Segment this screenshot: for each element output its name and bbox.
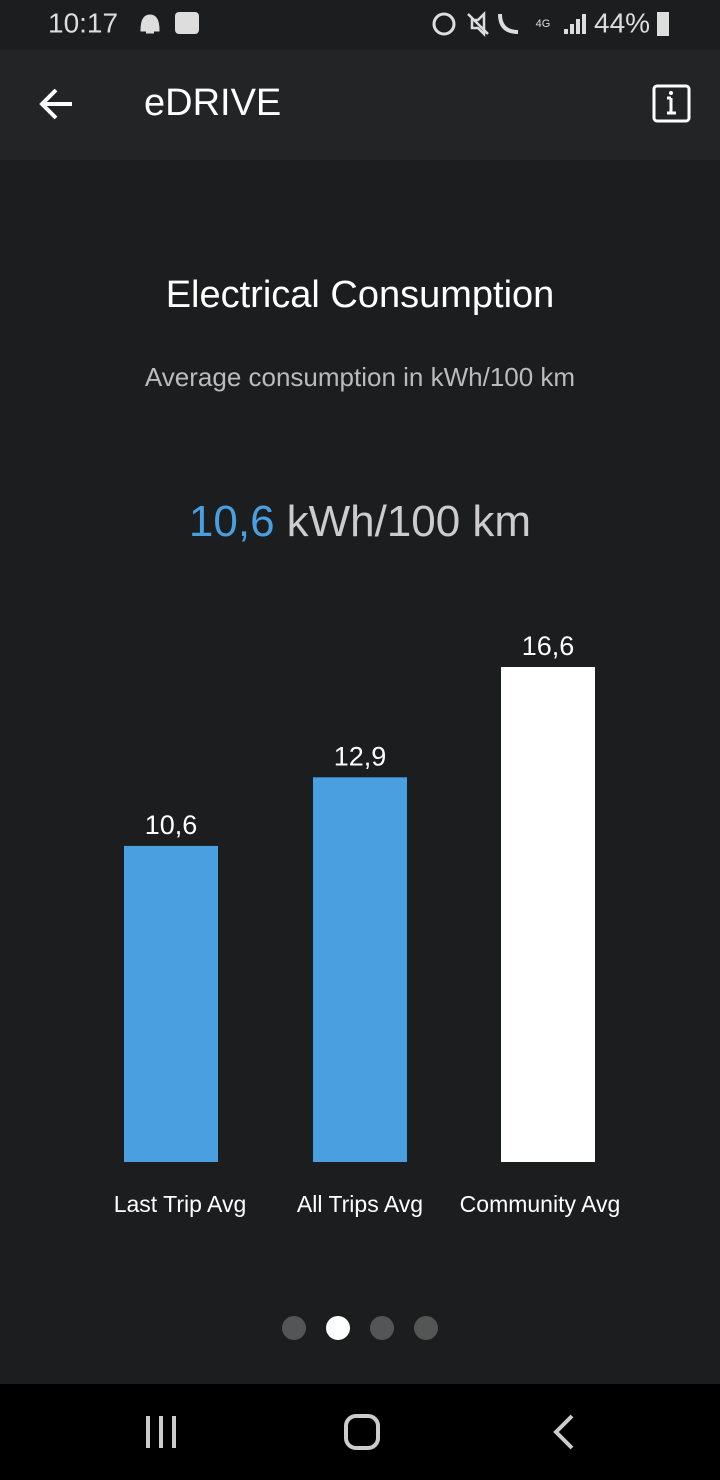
chart-title: Electrical Consumption [166, 274, 555, 316]
bar [501, 667, 595, 1162]
bell-icon [140, 14, 160, 34]
back-button[interactable] [39, 88, 72, 120]
battery-text: 44% [594, 7, 650, 38]
app-title: eDRIVE [144, 82, 281, 124]
info-glyph [667, 96, 676, 115]
bar [124, 845, 218, 1162]
chart-subtitle: Average consumption in kWh/100 km [145, 362, 575, 392]
nav-back-button[interactable] [553, 1414, 574, 1450]
headline-value: 10,6 [189, 497, 275, 546]
alarm-icon [432, 12, 456, 36]
pager [282, 1316, 438, 1340]
battery-icon [657, 12, 669, 36]
home-button[interactable] [344, 1414, 380, 1450]
status-time: 10:17 [48, 7, 118, 38]
headline-unit: kWh/100 km [287, 497, 532, 546]
network-icon: 4G [536, 18, 551, 30]
mute-icon [467, 10, 489, 38]
recents-button[interactable] [146, 1416, 176, 1448]
bar [313, 777, 407, 1162]
signal-icon [564, 14, 586, 34]
page-dot[interactable] [326, 1316, 350, 1340]
info-frame [652, 84, 691, 123]
info-dot [669, 91, 673, 95]
page-dot[interactable] [414, 1316, 438, 1340]
bar-value-label: 10,6 [145, 810, 198, 840]
category-label: Last Trip Avg [114, 1191, 247, 1217]
category-label: All Trips Avg [297, 1191, 423, 1217]
nav-bar [0, 1384, 720, 1480]
app-bar [0, 50, 720, 160]
page-dot[interactable] [370, 1316, 394, 1340]
headline: 10,6 kWh/100 km [189, 497, 531, 546]
wifi-icon [175, 12, 199, 34]
bar-chart: 10,6 Last Trip Avg 12,9 All Trips Avg 16,6 Co… [114, 631, 621, 1217]
bar-value-label: 16,6 [522, 631, 575, 661]
page-dot[interactable] [282, 1316, 306, 1340]
info-button[interactable] [652, 84, 691, 123]
bar-value-label: 12,9 [334, 741, 387, 771]
call-icon [498, 13, 519, 34]
category-label: Community Avg [460, 1191, 621, 1217]
